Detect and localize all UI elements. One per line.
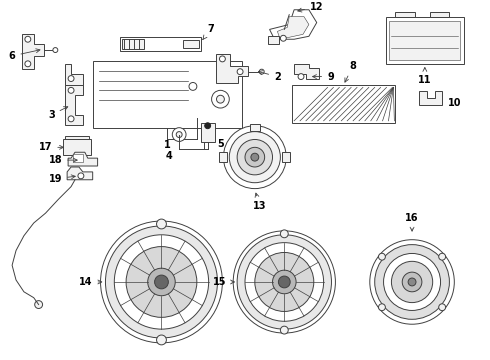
Circle shape xyxy=(217,95,224,103)
Circle shape xyxy=(35,301,43,309)
Text: 7: 7 xyxy=(203,24,214,40)
Text: 4: 4 xyxy=(166,151,172,161)
Polygon shape xyxy=(294,64,318,78)
Circle shape xyxy=(370,240,454,324)
Polygon shape xyxy=(270,10,317,39)
Text: 13: 13 xyxy=(253,193,267,211)
Circle shape xyxy=(392,261,433,303)
Bar xyxy=(220,152,227,162)
Circle shape xyxy=(176,132,182,138)
Circle shape xyxy=(100,221,222,343)
Circle shape xyxy=(439,304,445,311)
Circle shape xyxy=(259,69,264,74)
Bar xyxy=(282,152,290,162)
Circle shape xyxy=(68,87,74,93)
Text: 9: 9 xyxy=(313,72,334,82)
Polygon shape xyxy=(277,17,309,37)
Text: 11: 11 xyxy=(418,68,432,85)
Circle shape xyxy=(408,278,416,286)
Circle shape xyxy=(298,74,304,80)
Circle shape xyxy=(272,270,296,294)
Bar xyxy=(430,12,449,17)
Polygon shape xyxy=(67,167,93,180)
Bar xyxy=(65,136,89,139)
Circle shape xyxy=(251,153,259,161)
Circle shape xyxy=(53,48,58,53)
Circle shape xyxy=(245,147,265,167)
Circle shape xyxy=(384,253,441,310)
Polygon shape xyxy=(65,64,83,85)
Text: 1: 1 xyxy=(164,140,171,150)
Circle shape xyxy=(237,235,331,329)
Text: 5: 5 xyxy=(217,139,224,149)
Circle shape xyxy=(278,276,290,288)
Text: 16: 16 xyxy=(405,213,419,231)
Circle shape xyxy=(233,231,336,333)
Bar xyxy=(386,17,464,64)
Bar xyxy=(73,154,83,162)
Polygon shape xyxy=(268,36,279,44)
Circle shape xyxy=(157,219,167,229)
Text: 3: 3 xyxy=(48,107,68,120)
Circle shape xyxy=(375,245,449,319)
Text: 15: 15 xyxy=(213,277,234,287)
Circle shape xyxy=(147,268,175,296)
Circle shape xyxy=(25,36,31,42)
Circle shape xyxy=(212,90,229,108)
Circle shape xyxy=(378,253,385,260)
Circle shape xyxy=(154,275,169,289)
Bar xyxy=(292,85,395,123)
Bar xyxy=(183,40,199,48)
Circle shape xyxy=(255,252,314,311)
Circle shape xyxy=(68,116,74,122)
Circle shape xyxy=(114,235,209,329)
Text: 10: 10 xyxy=(447,98,461,108)
Circle shape xyxy=(402,272,422,292)
Bar xyxy=(390,21,460,60)
Bar xyxy=(250,124,260,131)
Bar xyxy=(395,12,415,17)
Circle shape xyxy=(68,76,74,81)
Text: 2: 2 xyxy=(258,71,281,82)
Circle shape xyxy=(172,128,186,141)
Circle shape xyxy=(229,132,280,183)
Polygon shape xyxy=(65,85,83,125)
Circle shape xyxy=(439,253,445,260)
Polygon shape xyxy=(22,34,44,69)
Circle shape xyxy=(25,61,31,67)
Circle shape xyxy=(157,335,167,345)
Circle shape xyxy=(245,243,323,321)
Text: 19: 19 xyxy=(49,174,75,184)
Circle shape xyxy=(223,126,286,189)
Circle shape xyxy=(205,123,211,129)
Bar xyxy=(122,39,144,49)
Text: 14: 14 xyxy=(79,277,102,287)
Polygon shape xyxy=(216,54,248,84)
Circle shape xyxy=(237,139,272,175)
Text: 6: 6 xyxy=(9,49,40,61)
Circle shape xyxy=(280,326,288,334)
Text: 17: 17 xyxy=(39,142,63,152)
Polygon shape xyxy=(68,152,98,166)
Circle shape xyxy=(105,226,218,338)
Circle shape xyxy=(280,230,288,238)
Text: 18: 18 xyxy=(49,155,77,165)
Circle shape xyxy=(126,247,197,317)
Bar xyxy=(201,123,215,143)
Circle shape xyxy=(78,173,84,179)
Text: 12: 12 xyxy=(298,2,323,12)
Bar xyxy=(63,139,91,155)
Text: 8: 8 xyxy=(345,61,357,82)
Bar xyxy=(93,61,242,128)
Circle shape xyxy=(189,82,197,90)
Circle shape xyxy=(378,304,385,311)
Polygon shape xyxy=(419,91,441,105)
Circle shape xyxy=(280,35,286,41)
Circle shape xyxy=(237,69,243,75)
Circle shape xyxy=(220,56,225,62)
Bar xyxy=(120,37,201,51)
